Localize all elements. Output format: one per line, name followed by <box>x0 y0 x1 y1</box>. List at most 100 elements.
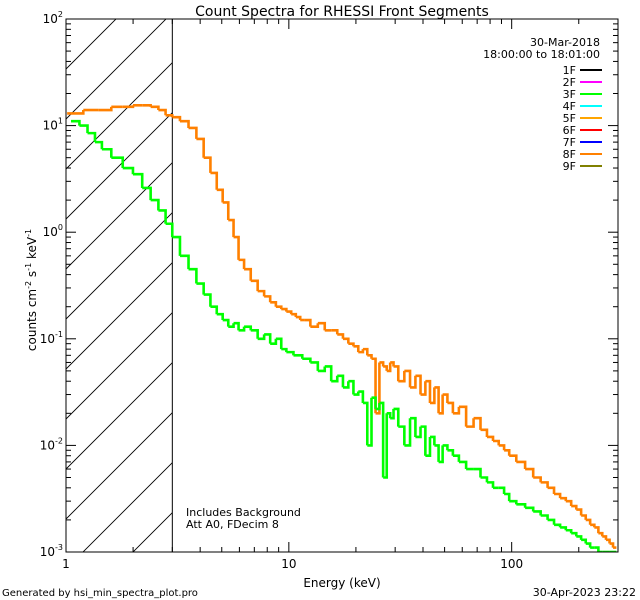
legend-date: 30-Mar-2018 <box>530 36 600 49</box>
data-point <box>525 467 535 478</box>
data-point <box>480 428 489 437</box>
data-point <box>67 110 85 115</box>
data-point <box>348 379 355 395</box>
data-point <box>581 538 588 544</box>
data-point <box>576 508 583 516</box>
data-point <box>393 365 400 382</box>
legend-entry-4f: 4F <box>563 100 576 113</box>
y-tick-label: 10-1 <box>40 330 63 346</box>
data-point <box>581 514 588 520</box>
x-tick-label: 100 <box>500 557 523 571</box>
data-point <box>257 334 266 341</box>
legend-time-range: 18:00:00 to 18:01:00 <box>483 48 600 61</box>
data-point <box>98 106 113 112</box>
y-tick-label: 101 <box>43 117 63 133</box>
x-tick-label: 1 <box>62 557 70 571</box>
data-point <box>609 542 615 548</box>
excluded-region <box>66 19 173 552</box>
data-point <box>165 222 174 238</box>
data-point <box>196 137 205 158</box>
data-point <box>525 506 535 512</box>
data-point <box>324 365 333 382</box>
data-point <box>238 258 246 270</box>
legend-entry-2f: 2F <box>563 76 576 89</box>
data-point <box>383 365 389 371</box>
data-point <box>379 361 385 367</box>
annotation-attenuator: Att A0, FDecim 8 <box>186 518 279 531</box>
legend: 30-Mar-2018 18:00:00 to 18:01:00 1F2F3F4… <box>483 36 602 173</box>
data-point <box>244 325 253 331</box>
data-point <box>410 416 417 437</box>
data-point <box>458 405 468 427</box>
data-point <box>390 408 395 420</box>
hatch-line <box>66 362 173 470</box>
legend-entry-6f: 6F <box>563 124 576 137</box>
legend-entry-8f: 8F <box>563 148 576 161</box>
legend-entry-1f: 1F <box>563 64 576 77</box>
data-point <box>150 105 160 111</box>
legend-entry-9f: 9F <box>563 160 576 173</box>
series-3f <box>71 119 617 552</box>
data-point <box>540 481 549 488</box>
data-point <box>404 369 412 388</box>
data-point <box>362 347 369 356</box>
data-point <box>590 523 596 528</box>
data-point <box>429 387 436 405</box>
hatch-line <box>66 262 173 370</box>
data-point <box>264 333 272 344</box>
data-point <box>172 235 182 256</box>
data-point <box>122 166 135 175</box>
data-point <box>310 361 320 371</box>
data-point <box>379 401 385 478</box>
data-point <box>560 526 568 531</box>
data-point <box>466 418 475 428</box>
data-point <box>293 354 304 359</box>
data-point <box>264 295 272 303</box>
data-point <box>331 375 339 383</box>
data-point <box>486 481 495 488</box>
data-point <box>358 349 365 354</box>
data-point <box>250 279 259 292</box>
data-point <box>188 126 198 139</box>
data-point <box>398 370 406 383</box>
data-point <box>101 147 113 158</box>
data-point <box>571 531 578 537</box>
annotation-background: Includes Background <box>186 506 301 519</box>
data-point <box>386 412 392 419</box>
data-point <box>386 362 392 373</box>
data-point <box>554 492 562 499</box>
data-point <box>87 131 97 143</box>
data-point <box>244 267 253 281</box>
data-point <box>504 492 511 502</box>
data-point <box>390 361 395 367</box>
data-point <box>179 254 190 270</box>
data-point <box>447 401 455 414</box>
data-point <box>415 426 422 439</box>
data-point <box>286 350 295 356</box>
data-point <box>420 425 427 456</box>
data-point <box>304 318 312 327</box>
data-point <box>210 305 219 315</box>
data-point <box>410 375 417 389</box>
data-point <box>375 402 381 411</box>
data-point <box>375 362 381 415</box>
x-tick-label: 10 <box>281 557 296 571</box>
data-point <box>493 439 501 446</box>
data-point <box>594 546 600 552</box>
data-point <box>250 329 259 339</box>
data-point <box>150 198 160 211</box>
data-point <box>498 444 506 451</box>
data-point <box>302 357 312 363</box>
data-point <box>540 514 549 520</box>
data-point <box>585 542 592 548</box>
data-point <box>438 445 444 464</box>
data-point <box>158 209 167 224</box>
data-point <box>560 496 568 502</box>
data-point <box>222 318 230 327</box>
data-point <box>429 435 436 446</box>
data-point <box>434 444 440 462</box>
data-point <box>571 504 578 510</box>
data-point <box>602 535 608 540</box>
data-point <box>486 435 495 441</box>
